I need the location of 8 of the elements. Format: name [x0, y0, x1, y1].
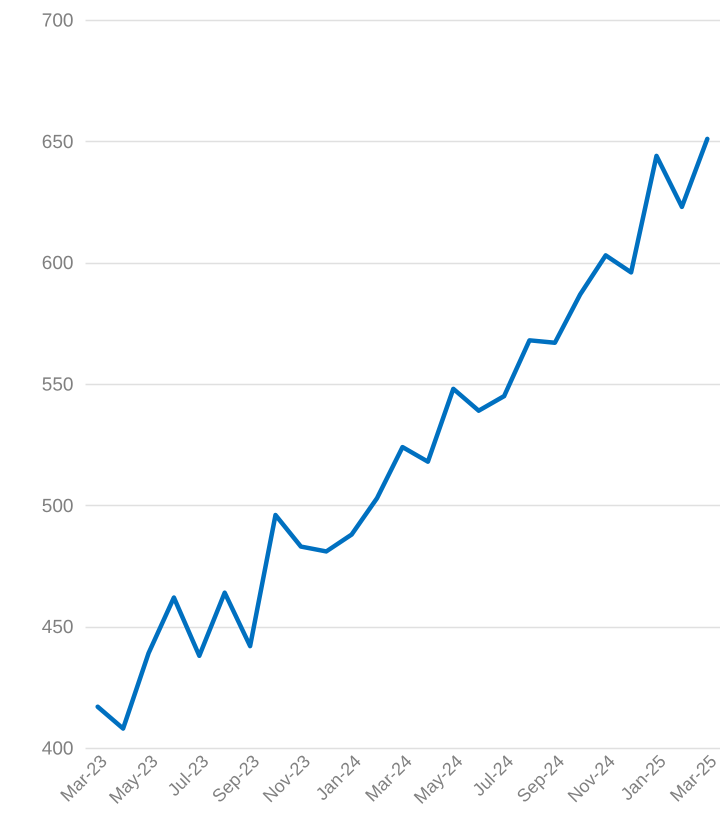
y-tick-label: 400: [42, 738, 74, 760]
y-tick-label: 550: [42, 374, 74, 396]
y-tick-label: 600: [42, 253, 74, 274]
y-tick-label: 650: [42, 132, 74, 153]
y-tick-label: 700: [42, 10, 74, 32]
y-tick-label: 500: [42, 496, 74, 517]
line-series: [95, 136, 710, 731]
y-tick-label: 450: [42, 617, 74, 638]
